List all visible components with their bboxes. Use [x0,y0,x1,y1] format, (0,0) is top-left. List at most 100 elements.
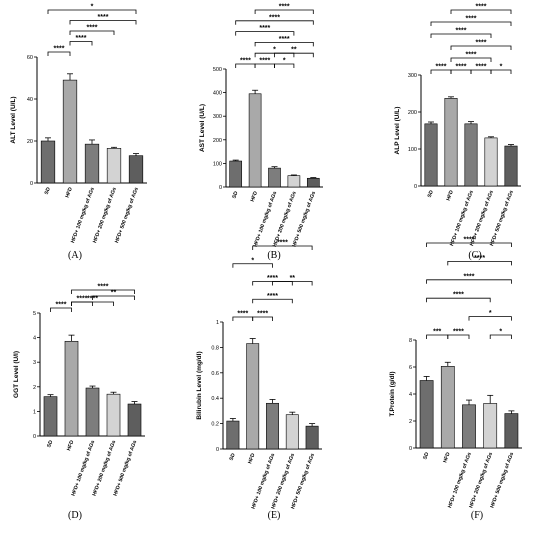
significance-bracket [254,63,275,68]
category-label: SD [229,452,237,461]
significance-label: **** [466,52,477,59]
bar [43,396,58,437]
significance-bracket [426,334,449,339]
category-label: HFD [65,186,74,198]
bar [419,380,434,449]
y-tick-label: 2 [33,385,36,391]
significance-label: **** [269,14,280,21]
bar [266,402,279,450]
significance-bracket [69,30,115,35]
significance-bracket [447,261,512,266]
y-axis-label: ALP Level (U/L) [394,107,401,155]
significance-label: **** [453,292,464,299]
significance-bracket [254,42,314,47]
significance-bracket [232,316,254,321]
bar [424,123,438,187]
category-label: HFD [442,451,451,463]
significance-bracket [252,298,293,304]
significance-label: * [489,310,492,317]
bar [287,175,301,188]
significance-bracket [426,279,512,284]
panel-label: (E) [268,510,281,521]
category-label: HFD [247,452,256,464]
y-tick-label: 0.2 [211,422,219,428]
significance-bracket [426,297,491,303]
significance-label: **** [267,275,278,282]
y-tick-label: 3 [33,360,36,366]
significance-label: * [91,4,94,11]
significance-label: **** [257,311,268,318]
bar [84,143,100,184]
bar [504,413,519,449]
y-axis-label: GGT Level (U/l) [13,351,20,398]
significance-bracket [69,41,93,46]
category-label: HFD+ 200 mg/kg of AGs [92,440,118,497]
y-tick-label: 0 [216,447,219,453]
significance-label: **** [98,14,109,21]
panel-label: (F) [471,510,483,521]
bar [440,366,455,449]
significance-label: **** [56,302,67,309]
significance-bracket [450,69,472,74]
significance-bracket [468,316,512,321]
bar [483,403,498,449]
significance-bracket [50,307,72,312]
bar [306,177,320,188]
significance-label: **** [279,4,290,11]
significance-bracket [92,295,135,300]
significance-bracket [430,33,492,38]
significance-label: * [499,329,502,336]
y-tick-label: 0 [30,181,33,187]
significance-label: *** [433,329,441,336]
significance-bracket [450,45,512,50]
category-label: HFD+ 200 mg/kg of AGs [468,452,494,509]
y-tick-label: 5 [33,311,36,317]
y-tick-label: 0.6 [211,371,219,377]
significance-label: **** [259,25,270,32]
significance-label: **** [476,40,487,47]
category-label: HFD+ 100 mg/kg of AGs [70,187,96,244]
significance-bracket [252,316,273,321]
category-label: HFD+ 100 mg/kg of AGs [71,440,97,497]
category-label: HFD+ 500 mg/kg of AGs [114,187,140,244]
significance-label: **** [267,293,278,300]
category-label: HFD+ 500 mg/kg of AGs [113,440,139,497]
y-tick-label: 0 [33,434,36,440]
category-label: HFD [250,190,259,202]
significance-bracket [47,51,71,56]
category-label: SD [422,451,430,460]
bar [62,79,78,184]
significance-label: **** [259,58,270,65]
y-tick-label: 0.4 [211,396,219,402]
significance-label: **** [456,64,467,71]
significance-bracket [490,69,512,74]
y-tick-label: 40 [27,97,33,103]
y-tick-label: 4 [409,392,412,398]
bar [285,414,299,450]
bar [462,404,476,449]
category-label: HFD [66,439,75,451]
significance-bracket [235,20,314,25]
bar [127,403,142,437]
bar [229,160,243,188]
significance-bracket [235,63,256,68]
bar [106,148,122,184]
significance-label: **** [279,36,290,43]
significance-label: **** [436,64,447,71]
y-tick-label: 1 [216,320,219,326]
significance-bracket [232,263,273,268]
panel-label: (D) [68,510,82,521]
y-tick-label: 1 [33,409,36,415]
significance-bracket [274,52,314,58]
significance-bracket [71,301,114,306]
significance-bracket [71,301,93,306]
significance-label: **** [453,329,464,336]
category-label: HFD+ 500 mg/kg of AGs [489,190,515,247]
significance-label: **** [464,273,475,280]
significance-label: **** [456,28,467,35]
significance-label: **** [474,255,485,262]
